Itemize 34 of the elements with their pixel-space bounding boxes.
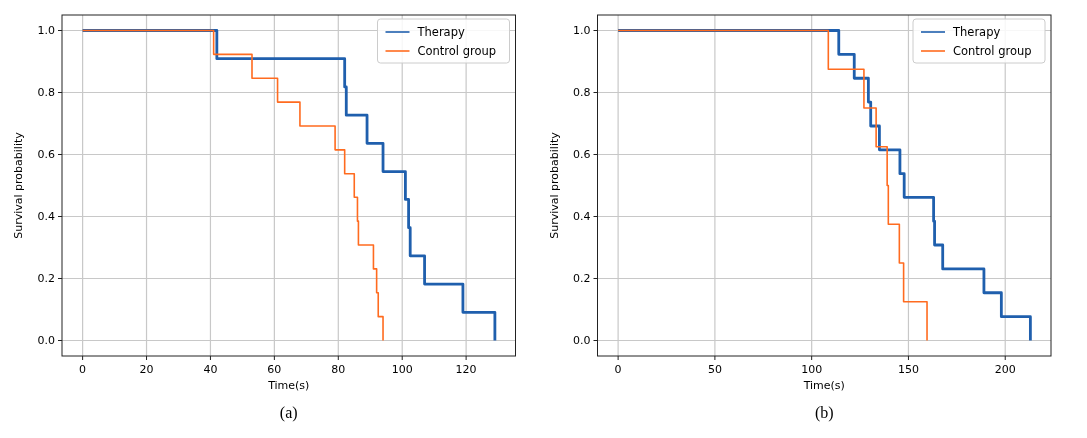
y-tick-label: 1.0 bbox=[37, 24, 55, 38]
y-tick-label: 0.4 bbox=[573, 210, 591, 224]
y-tick-label: 0.8 bbox=[573, 86, 591, 100]
y-tick-label: 0.6 bbox=[37, 148, 55, 162]
y-tick-label: 0.2 bbox=[573, 272, 591, 286]
x-tick-label: 0 bbox=[79, 363, 87, 376]
y-tick-label: 0.2 bbox=[37, 272, 55, 286]
x-axis-title: Time(s) bbox=[267, 379, 310, 392]
text: (b) bbox=[814, 404, 834, 422]
x-tick-label: 80 bbox=[331, 363, 346, 376]
x-tick-label: 200 bbox=[994, 363, 1016, 376]
y-tick-label: 0.0 bbox=[573, 334, 591, 348]
y-tick-label: 0.0 bbox=[37, 334, 55, 348]
x-axis-title: Time(s) bbox=[802, 379, 845, 392]
x-tick-label: 60 bbox=[267, 363, 282, 376]
y-tick-label: 0.8 bbox=[37, 86, 55, 100]
y-axis-title: Survival probability bbox=[12, 131, 25, 239]
y-tick-label: 1.0 bbox=[573, 24, 591, 38]
x-tick-label: 100 bbox=[391, 363, 413, 376]
x-tick-label: 0 bbox=[614, 363, 622, 376]
legend-label: Therapy bbox=[952, 25, 1001, 40]
x-tick-label: 120 bbox=[455, 363, 477, 376]
y-tick-label: 0.4 bbox=[37, 210, 55, 224]
legend-label: Therapy bbox=[416, 25, 465, 40]
legend-label: Control group bbox=[953, 44, 1032, 59]
legend-label: Control group bbox=[417, 44, 497, 59]
x-tick-label: 150 bbox=[897, 363, 919, 376]
y-axis-title: Survival probability bbox=[547, 131, 561, 239]
text: (a) bbox=[279, 404, 298, 422]
x-tick-label: 20 bbox=[139, 363, 154, 376]
x-tick-label: 100 bbox=[801, 363, 823, 376]
x-tick-label: 40 bbox=[203, 363, 218, 376]
x-tick-label: 50 bbox=[707, 363, 722, 376]
y-tick-label: 0.6 bbox=[573, 148, 591, 162]
